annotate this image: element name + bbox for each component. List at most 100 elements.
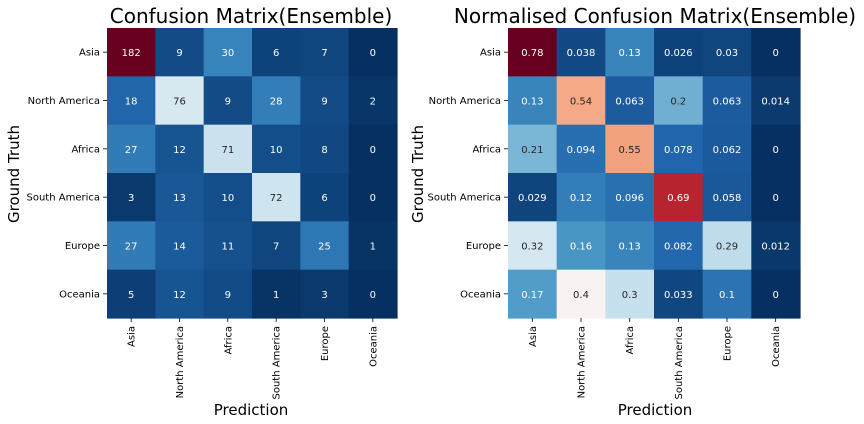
cell-value-label: 27 [125,242,138,253]
normalised-confusion-matrix-panel: Normalised Confusion Matrix(Ensemble) 0.… [409,4,856,419]
cell-value-label: 0.1 [719,290,735,301]
cell-value-label: 72 [270,193,283,204]
y-tick-label-north-america: North America [28,96,100,107]
heatmap-cell [300,221,350,271]
heatmap-cell [556,28,606,77]
x-tick-label-south-america: South America [674,326,685,400]
x-tick-label-south-america: South America [272,326,283,400]
heatmap-cell [155,76,205,126]
cell-value-label: 0.094 [567,145,596,156]
cell-value-label: 9 [225,290,231,301]
heatmap-cell [556,76,606,126]
y-tick-label-oceania: Oceania [460,289,501,300]
cell-value-label: 0.13 [619,48,641,59]
heatmap-cell [702,124,752,174]
cell-value-label: 0.12 [570,193,592,204]
heatmap-cell [654,124,704,174]
cell-value-label: 3 [128,193,134,204]
y-tick-label-africa: Africa [71,144,100,155]
cell-value-label: 27 [125,145,138,156]
heatmap-cell [155,221,205,271]
heatmap-cell [751,124,801,174]
heatmap-cells: 0.78 0.038 0.13 0.026 0.03 0 0.13 0.54 0.063 0.2 0… [508,28,801,319]
heatmap-cell [556,269,606,319]
cell-value-label: 0 [772,290,778,301]
heatmap-cell [348,221,398,271]
chart-title: Confusion Matrix(Ensemble) [110,4,393,28]
cell-value-label: 0.29 [716,242,738,253]
cell-value-label: 0.54 [570,97,592,108]
y-axis-label: Ground Truth [409,125,427,223]
heatmap-cell [203,124,253,174]
x-tick-label-asia: Asia [528,326,539,347]
x-axis-label: Prediction [618,401,693,419]
confusion-matrix-panel: Confusion Matrix(Ensemble) 182 9 30 6 7 018 76… [5,4,398,419]
x-tick-labels: Asia North America Africa South America Euro… [127,318,379,400]
heatmap-cell [508,124,558,174]
cell-value-label: 76 [173,97,186,108]
cell-value-label: 0.69 [667,193,689,204]
heatmap-cell [252,28,301,77]
heatmap-cell [107,76,156,126]
heatmap-cell [654,76,704,126]
x-tick-label-europe: Europe [320,326,331,361]
heatmap-cell [107,28,156,77]
cell-value-label: 0 [370,290,376,301]
heatmap-cell [107,173,156,222]
x-tick-label-africa: Africa [223,326,234,355]
heatmap-cell [751,28,801,77]
x-tick-label-north-america: North America [175,326,186,398]
heatmap-cell [155,269,205,319]
heatmap-cell [348,173,398,222]
heatmap-cells: 182 9 30 6 7 018 76 9 28 9 227 12 71 10 8 03 13 10 72 6 027 1… [107,28,398,319]
heatmap-cell [605,221,655,271]
heatmap-cell [702,221,752,271]
cell-value-label: 1 [370,242,376,253]
cell-value-label: 71 [221,145,234,156]
heatmap-cell [508,76,558,126]
heatmap-cell [107,124,156,174]
cell-value-label: 0.21 [521,145,543,156]
heatmap-cell [203,269,253,319]
cell-value-label: 0.13 [521,97,543,108]
cell-value-label: 0 [772,145,778,156]
heatmap-cell [654,269,704,319]
cell-value-label: 0 [772,193,778,204]
cell-value-label: 0 [370,145,376,156]
heatmap-cell [508,269,558,319]
heatmap-cell [107,221,156,271]
heatmap-cell [556,124,606,174]
x-tick-label-oceania: Oceania [368,326,379,367]
cell-value-label: 0.029 [518,193,547,204]
x-tick-label-europe: Europe [723,326,734,361]
cell-value-label: 0.13 [619,242,641,253]
x-tick-label-north-america: North America [577,326,588,398]
cell-value-label: 0.062 [713,145,742,156]
cell-value-label: 18 [125,97,138,108]
y-axis-label: Ground Truth [5,125,23,223]
cell-value-label: 182 [122,48,141,59]
heatmap-cell [508,173,558,222]
cell-value-label: 0.16 [570,242,592,253]
cell-value-label: 0.78 [521,48,543,59]
y-tick-label-south-america: South America [27,193,101,204]
cell-value-label: 10 [221,193,234,204]
cell-value-label: 25 [318,242,331,253]
heatmap-cell [605,76,655,126]
x-tick-label-africa: Africa [625,326,636,355]
heatmap-cell [348,76,398,126]
heatmap-cell [751,221,801,271]
cell-value-label: 0.058 [713,193,742,204]
y-tick-label-asia: Asia [79,48,100,59]
heatmap-cell [348,124,398,174]
cell-value-label: 0.17 [521,290,543,301]
heatmap-cell [300,173,350,222]
cell-value-label: 9 [176,48,182,59]
cell-value-label: 11 [221,242,234,253]
y-tick-label-south-america: South America [428,193,502,204]
heatmap-cell [702,173,752,222]
heatmap-cell [155,28,205,77]
heatmap-cell [252,124,301,174]
heatmap-cell [654,28,704,77]
y-tick-label-africa: Africa [472,144,501,155]
